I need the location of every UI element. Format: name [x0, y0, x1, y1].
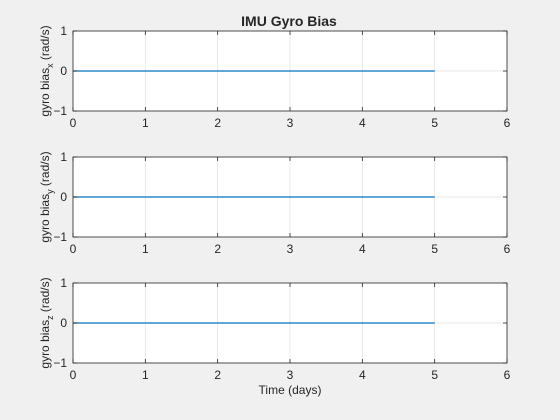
x-tick-label: 1: [142, 116, 149, 130]
chart-title: IMU Gyro Bias: [241, 13, 337, 29]
x-tick-label: 5: [431, 116, 438, 130]
x-tick-label: 3: [287, 368, 294, 382]
y-axis-label: gyro biasx (rad/s): [38, 25, 55, 116]
y-tick-label: 0: [60, 190, 67, 204]
x-tick-label: 5: [431, 242, 438, 256]
x-tick-label: 4: [359, 242, 366, 256]
x-tick-label: 4: [359, 368, 366, 382]
x-tick-label: 6: [504, 242, 511, 256]
x-tick-label: 4: [359, 116, 366, 130]
y-tick-label: 1: [60, 24, 67, 38]
x-tick-label: 6: [504, 116, 511, 130]
x-tick-label: 2: [214, 116, 221, 130]
x-tick-label: 0: [70, 116, 77, 130]
x-tick-label: 3: [287, 116, 294, 130]
y-axis-label-unit: (rad/s): [38, 151, 52, 189]
y-axis-label: gyro biasy (rad/s): [38, 151, 55, 242]
x-tick-label: 6: [504, 368, 511, 382]
y-axis-label: gyro biasz (rad/s): [38, 277, 55, 368]
x-tick-label: 5: [431, 368, 438, 382]
x-axis-label: Time (days): [259, 383, 322, 397]
x-tick-label: 2: [214, 368, 221, 382]
x-tick-label: 1: [142, 368, 149, 382]
x-tick-label: 1: [142, 242, 149, 256]
y-tick-label: −1: [53, 104, 67, 118]
y-axis-label-base: gyro bias: [38, 68, 52, 117]
y-axis-label-base: gyro bias: [38, 320, 52, 369]
y-tick-label: 0: [60, 64, 67, 78]
x-tick-label: 2: [214, 242, 221, 256]
y-axis-label-base: gyro bias: [38, 194, 52, 243]
y-tick-label: −1: [53, 356, 67, 370]
y-axis-label-unit: (rad/s): [38, 277, 52, 315]
x-tick-label: 0: [70, 242, 77, 256]
y-tick-label: 1: [60, 276, 67, 290]
x-tick-label: 0: [70, 368, 77, 382]
y-tick-label: 0: [60, 316, 67, 330]
y-tick-label: 1: [60, 150, 67, 164]
y-tick-label: −1: [53, 230, 67, 244]
x-tick-label: 3: [287, 242, 294, 256]
y-axis-label-unit: (rad/s): [38, 25, 52, 63]
